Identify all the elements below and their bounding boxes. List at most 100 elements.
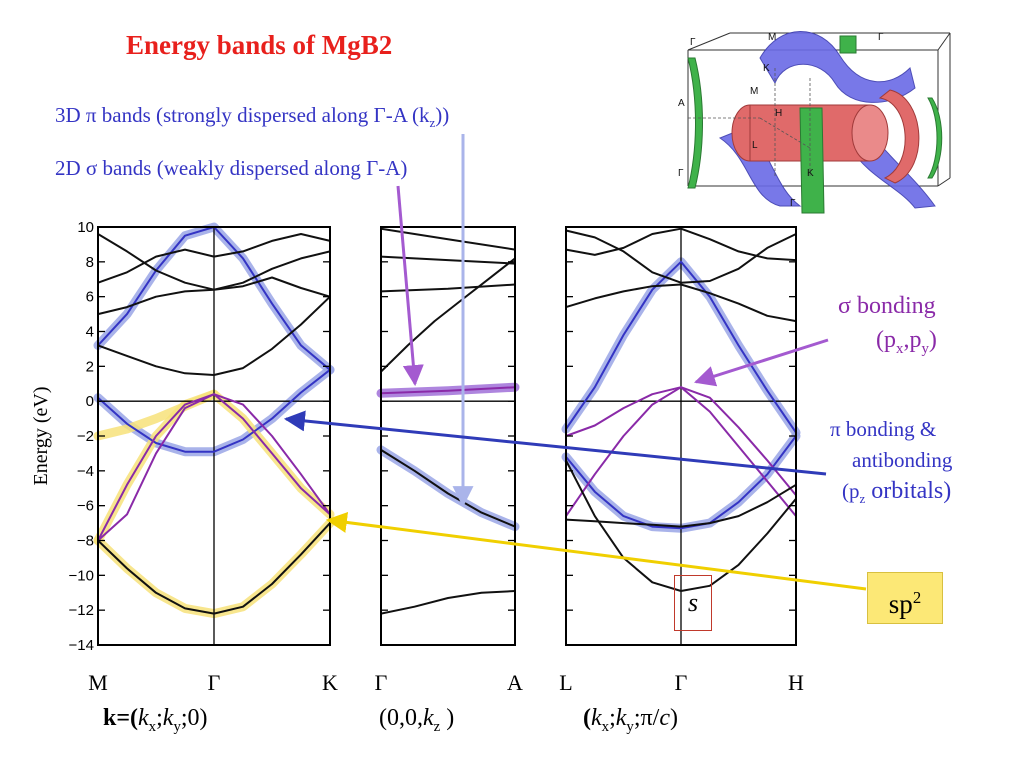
sigma-bonding-annotation: σ bonding (px,py): [838, 289, 937, 366]
y-tick-label: −2: [77, 428, 94, 445]
pi-bonding-line2: antibonding: [852, 448, 953, 472]
band-black-5: [97, 295, 331, 376]
fermi-pi-tube: [759, 31, 916, 103]
band-black-5: [380, 255, 516, 265]
k1-a: k=(: [103, 705, 139, 731]
k2-b: k: [423, 705, 434, 731]
band-black-4: [565, 459, 797, 592]
k1-e: k: [162, 705, 174, 731]
band-black-1: [380, 449, 516, 528]
k3-h: c: [659, 705, 670, 731]
band-blue-0: [97, 369, 331, 453]
pi-desc-sub: z: [429, 115, 436, 131]
sb-p3: ,p: [903, 327, 922, 353]
highlight-sp2-4: [93, 389, 219, 441]
band-black-5: [565, 483, 797, 528]
sp2-text: sp: [888, 589, 913, 619]
pi-bonding-line1: π bonding &: [830, 417, 937, 441]
fermi-surface-label: Γ: [690, 37, 696, 48]
y-tick-label: −6: [77, 498, 94, 515]
k2-a: (0,0,: [379, 705, 423, 731]
fermi-box-edge: [687, 32, 731, 51]
fermi-sigma-end-front: [851, 104, 889, 162]
sb-sub-y: y: [921, 340, 929, 357]
fermi-surface-label: K: [807, 168, 814, 179]
fermi-surface-image: M Γ Γ A M K H L Γ K Γ: [660, 28, 960, 218]
k1-f: y: [173, 718, 181, 735]
k3-i: ): [669, 705, 678, 731]
band-black-8: [565, 229, 797, 284]
fermi-surface-label: A: [678, 98, 685, 109]
fermi-surface-label: H: [775, 108, 782, 119]
k3-c: x: [601, 718, 610, 735]
fermi-green-left: [687, 57, 703, 189]
fermi-box-edge: [937, 177, 951, 187]
y-tick-label: −14: [69, 637, 94, 654]
arrow-sp2: [325, 511, 867, 591]
k-point-label: Γ: [675, 670, 688, 695]
slide-title: Energy bands of MgB2: [126, 30, 393, 60]
y-tick-label: 4: [86, 324, 94, 341]
fermi-green-center: [799, 107, 825, 214]
k3-e: k: [615, 705, 627, 731]
fermi-surface-label: L: [752, 140, 758, 151]
band-black-3: [380, 257, 516, 373]
arrow-sigma-bonding: [693, 338, 829, 387]
band-purple-3: [97, 393, 331, 542]
k2-d: ): [440, 705, 455, 731]
fermi-surface-label: M: [750, 86, 758, 97]
pi-desc-part-3: )): [435, 103, 450, 127]
y-tick-label: 2: [86, 358, 94, 375]
band-black-8: [97, 233, 331, 298]
pi-bonding-line3: (pz orbitals): [830, 476, 952, 514]
k-point-label: H: [788, 670, 804, 695]
pi-desc-part-1: 3D π bands (strongly dispersed along Γ-A…: [55, 103, 430, 127]
sigma-bonding-line1: σ bonding: [838, 293, 936, 319]
band-blue-0: [565, 260, 797, 434]
k3-b: k: [591, 705, 602, 731]
k2-c: z: [433, 718, 441, 735]
k-label-panel1: k=(kx;ky;0): [103, 705, 208, 736]
arrow-pi-bonding: [283, 410, 827, 476]
y-tick-label: −10: [69, 567, 94, 584]
pi-bonding-annotation: π bonding & antibonding (pz orbitals): [830, 414, 952, 514]
k1-g: ;0): [180, 705, 208, 731]
k3-g: ;π/: [633, 705, 660, 731]
fermi-box-edge: [937, 32, 951, 51]
sigma-bonding-line2: (px,py): [838, 323, 937, 366]
k3-d: ;: [609, 705, 616, 731]
k1-c: x: [148, 718, 157, 735]
band-black-4: [97, 522, 331, 615]
y-tick-label: 6: [86, 289, 94, 306]
sb-sub-x: x: [896, 340, 904, 357]
pi-bands-description: 3D π bands (strongly dispersed along Γ-A…: [55, 103, 449, 131]
fermi-surface-label: M: [768, 32, 776, 43]
k-point-label: K: [322, 670, 338, 695]
band-black-0: [380, 590, 516, 615]
sp2-label-box: sp2: [867, 572, 943, 624]
y-tick-label: 8: [86, 254, 94, 271]
k3-f: y: [626, 718, 634, 735]
k-point-label: Γ: [375, 670, 388, 695]
k-point-label: A: [507, 670, 523, 695]
band-black-6: [97, 233, 331, 284]
y-tick-label: 10: [77, 219, 94, 236]
y-axis-label: Energy (eV): [30, 386, 52, 485]
s-band-label: s: [674, 575, 712, 631]
k1-b: k: [138, 705, 149, 731]
band-black-6: [565, 283, 797, 323]
fermi-sigma-side: [878, 89, 920, 184]
y-tick-label: −12: [69, 602, 94, 619]
fermi-green-top: [839, 35, 857, 54]
y-tick-label: 0: [86, 393, 94, 410]
y-tick-label: −4: [77, 463, 94, 480]
sp2-sup: 2: [912, 588, 922, 607]
fermi-surface-label: Γ: [678, 168, 684, 179]
sb-p5: ): [928, 327, 937, 353]
pb-sub-z: z: [859, 491, 866, 507]
fermi-green-right: [927, 97, 943, 179]
k3-a: (: [583, 705, 591, 731]
